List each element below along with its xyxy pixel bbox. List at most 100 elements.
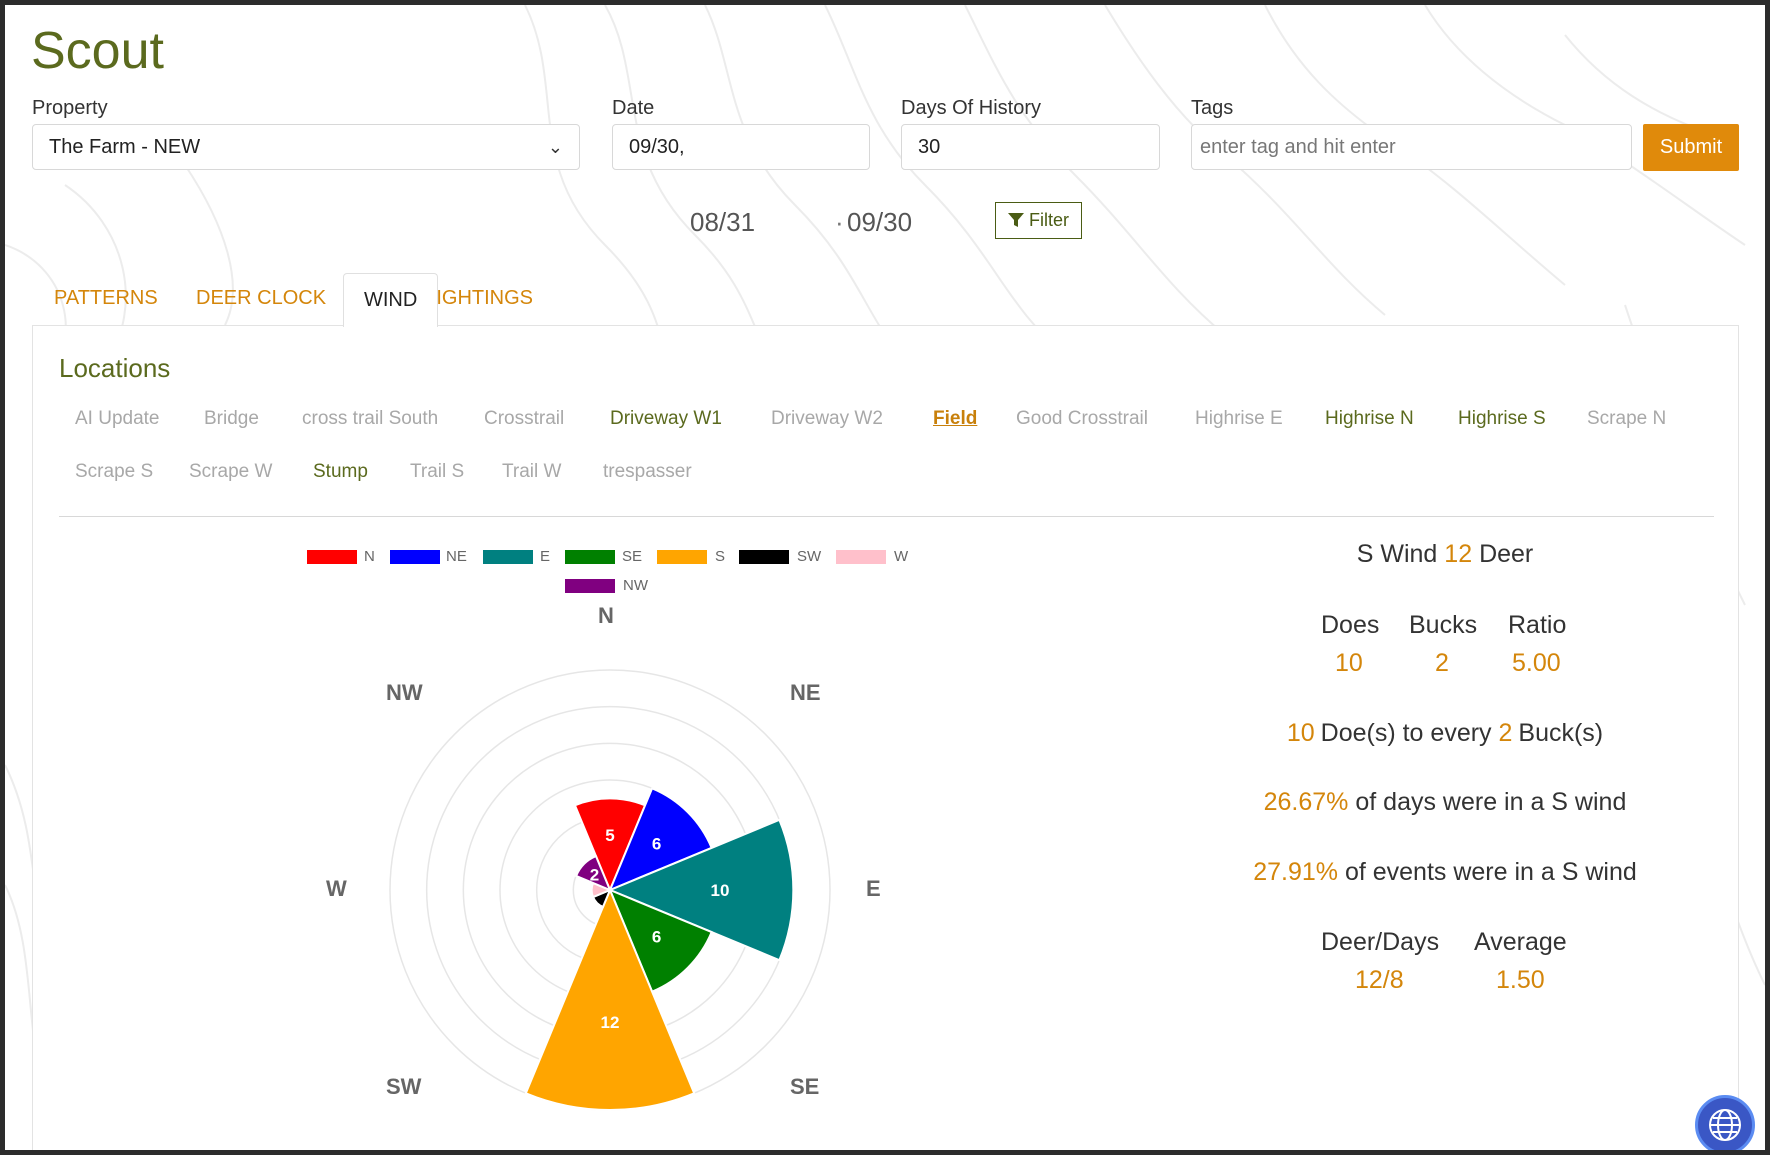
wedge-ne[interactable] [608,787,713,892]
legend-label-sw: SW [797,548,822,565]
location-highrise-e[interactable]: Highrise E [1195,408,1283,429]
submit-button[interactable]: Submit [1643,124,1739,171]
ratio-line-bucks: 2 [1498,719,1513,747]
deer-days-value: 12/8 [1355,966,1404,994]
legend-swatch-n [307,550,357,564]
location-ai-update[interactable]: AI Update [75,408,160,429]
globe-glyph [1709,1109,1741,1141]
ratio-line-text2: Buck(s) [1518,719,1604,747]
tab-patterns[interactable]: PATTERNS [54,287,158,309]
compass-label-se: SE [790,1074,820,1099]
does-value: 10 [1335,649,1363,677]
compass-label-w: W [326,876,347,901]
days-pct-line: 26.67% of days were in a S wind [1195,788,1695,817]
legend-swatch-nw [565,579,615,593]
wedge-s[interactable] [524,887,696,1111]
legend-swatch-e [483,550,533,564]
average-value: 1.50 [1496,966,1545,994]
headline-count: 12 [1444,540,1473,568]
wind-panel [32,325,1739,1150]
events-pct-line: 27.91% of events were in a S wind [1195,858,1695,887]
days-history-value: 30 [918,136,941,158]
wedge-se[interactable] [608,888,713,993]
tags-label: Tags [1191,97,1234,119]
location-driveway-w1[interactable]: Driveway W1 [610,408,722,429]
events-pct: 27.91% [1253,858,1338,886]
location-trail-w[interactable]: Trail W [502,461,562,482]
date-label: Date [612,97,655,119]
compass-label-sw: SW [386,1074,422,1099]
location-cross-trail-south[interactable]: cross trail South [302,408,439,429]
ratio-line: 10 Doe(s) to every 2 Buck(s) [1245,719,1645,748]
wedge-label-nw: 2 [590,865,599,884]
wedge-label-se: 6 [652,928,661,947]
property-label: Property [32,97,108,119]
days-pct: 26.67% [1263,788,1349,816]
legend-label-ne: NE [446,548,467,565]
legend-label-e: E [540,548,551,565]
location-trail-s[interactable]: Trail S [410,461,465,482]
location-scrape-w[interactable]: Scrape W [189,461,273,482]
wedge-label-e: 10 [711,881,730,900]
days-history-label: Days Of History [901,97,1042,119]
location-highrise-s[interactable]: Highrise S [1458,408,1546,429]
location-stump[interactable]: Stump [313,461,368,482]
location-trespasser[interactable]: trespasser [603,461,692,482]
legend-label-n: N [364,548,375,565]
days-history-input[interactable]: 30 [901,124,1160,170]
range-end: 09/30 [847,207,913,237]
tab-sightings[interactable]: SIGHTINGS [423,287,534,309]
property-value: The Farm - NEW [49,136,201,158]
compass-label-nw: NW [386,680,423,705]
ratio-line-does: 10 [1286,719,1315,747]
locations-title: Locations [59,353,171,383]
wedge-e[interactable] [607,818,795,962]
legend-label-se: SE [622,548,643,565]
location-highrise-n[interactable]: Highrise N [1325,408,1414,429]
legend-swatch-w [836,550,886,564]
headline-prefix: S Wind [1356,540,1438,568]
compass-label-ne: NE [790,680,821,705]
globe-icon[interactable] [1695,1095,1755,1150]
locations-divider [59,516,1714,517]
filter-button[interactable]: Filter [995,202,1082,239]
bucks-value: 2 [1435,649,1449,677]
wind-rose-chart: 5 6 10 6 12 2 [389,669,831,1111]
location-good-crosstrail[interactable]: Good Crosstrail [1016,408,1148,429]
average-label: Average [1474,928,1567,956]
wedge-n[interactable] [573,797,647,893]
bucks-label: Bucks [1409,611,1478,639]
days-pct-text: of days were in a S wind [1355,788,1627,816]
location-driveway-w2[interactable]: Driveway W2 [771,408,883,429]
range-separator: · [835,207,844,237]
ratio-label: Ratio [1508,611,1567,639]
app-title: Scout [31,22,164,80]
legend-swatch-s [657,550,707,564]
wedge-label-s: 12 [601,1013,620,1032]
legend-swatch-sw [739,550,789,564]
legend-swatch-ne [390,550,440,564]
headline-suffix: Deer [1479,540,1534,568]
wedge-label-ne: 6 [652,834,661,853]
wedge-nw[interactable] [574,854,612,892]
compass-label-s: S [595,1149,610,1150]
legend-label-w: W [894,548,909,565]
location-crosstrail[interactable]: Crosstrail [484,408,565,429]
location-field[interactable]: Field [933,408,978,429]
tags-placeholder: enter tag and hit enter [1200,136,1396,158]
tags-input[interactable]: enter tag and hit enter [1191,124,1632,170]
location-scrape-s[interactable]: Scrape S [75,461,154,482]
tab-wind[interactable]: WIND [343,273,439,327]
location-bridge[interactable]: Bridge [204,408,259,429]
funnel-icon [1007,213,1024,227]
wedge-label-n: 5 [605,826,614,845]
does-label: Does [1321,611,1380,639]
date-value: 09/30, [629,136,685,158]
stat-headline: S Wind 12 Deer [1245,540,1645,569]
location-scrape-n[interactable]: Scrape N [1587,408,1667,429]
property-select[interactable]: The Farm - NEW ⌄ [32,124,580,170]
date-input[interactable]: 09/30, [612,124,870,170]
tab-deer-clock[interactable]: DEER CLOCK [196,287,327,309]
deer-days-label: Deer/Days [1321,928,1440,956]
